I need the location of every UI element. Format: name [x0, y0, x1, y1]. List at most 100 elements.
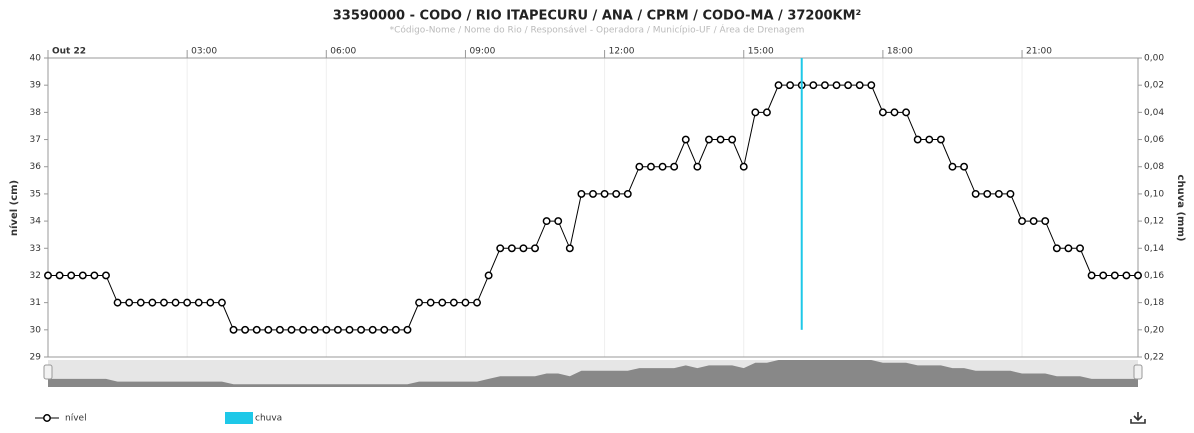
x-tick-label: 06:00: [330, 47, 356, 57]
marker: [391, 325, 400, 334]
legend-label: nível: [65, 414, 87, 424]
marker: [844, 81, 853, 90]
y2-axis-label: chuva (mm): [1175, 175, 1186, 242]
marker: [647, 162, 655, 171]
marker: [855, 81, 864, 90]
y2-tick-label: 0,16: [1144, 271, 1164, 281]
marker: [670, 162, 679, 171]
marker: [925, 135, 934, 144]
marker: [867, 81, 876, 90]
y-tick-label: 35: [30, 189, 41, 199]
marker: [90, 271, 99, 280]
marker: [44, 271, 52, 280]
marker: [206, 298, 215, 307]
y-tick-label: 31: [30, 298, 41, 308]
marker: [589, 189, 597, 198]
y-tick-label: 30: [30, 325, 42, 335]
marker: [1064, 244, 1073, 253]
marker: [565, 244, 574, 253]
marker: [438, 298, 447, 307]
y-tick-label: 29: [30, 353, 42, 363]
x-tick-label: 21:00: [1026, 47, 1052, 57]
marker: [113, 298, 122, 307]
marker: [971, 189, 980, 198]
marker: [1134, 271, 1142, 280]
marker: [241, 325, 250, 334]
marker: [913, 135, 922, 144]
marker: [357, 325, 366, 334]
y2-tick-label: 0,00: [1144, 54, 1164, 64]
plot-frame: [47, 57, 1139, 358]
marker: [264, 325, 273, 334]
marker: [1029, 217, 1038, 226]
x-tick-label: 15:00: [748, 47, 774, 57]
marker: [658, 162, 667, 171]
marker: [252, 325, 261, 334]
marker: [890, 108, 899, 117]
marker: [623, 189, 632, 198]
marker: [994, 189, 1003, 198]
marker: [983, 189, 992, 198]
marker: [229, 325, 238, 334]
chart-subtitle: *Código-Nome / Nome do Rio / Responsável…: [390, 24, 805, 36]
marker: [635, 162, 644, 171]
y-tick-label: 38: [30, 108, 42, 118]
download-glyph[interactable]: [1130, 412, 1146, 424]
y-tick-label: 37: [30, 135, 41, 145]
marker: [809, 81, 818, 90]
marker: [554, 217, 563, 226]
x-tick-label: 03:00: [191, 47, 217, 57]
x-tick-label: Out 22: [52, 47, 86, 57]
marker: [102, 271, 110, 280]
marker: [194, 298, 203, 307]
x-tick-label: 09:00: [469, 47, 495, 57]
marker: [148, 298, 157, 307]
legend-swatch: [225, 412, 253, 424]
marker: [368, 325, 377, 334]
y2-tick-label: 0,20: [1144, 325, 1164, 335]
y-tick-label: 36: [30, 162, 42, 172]
marker: [484, 271, 493, 280]
marker: [728, 135, 737, 144]
marker: [531, 244, 539, 253]
y2-tick-label: 0,08: [1144, 162, 1164, 172]
marker: [183, 298, 192, 307]
marker: [322, 325, 331, 334]
y2-tick-label: 0,14: [1144, 244, 1164, 254]
marker: [1087, 271, 1096, 280]
marker: [507, 244, 516, 253]
marker: [762, 108, 771, 117]
y2-tick-label: 0,22: [1144, 353, 1164, 363]
legend-marker: [43, 414, 51, 422]
marker: [426, 298, 435, 307]
marker: [960, 162, 969, 171]
chart-title: 33590000 - CODO / RIO ITAPECURU / ANA / …: [333, 9, 862, 24]
y2-tick-label: 0,12: [1144, 217, 1164, 227]
marker: [936, 135, 945, 144]
marker: [693, 162, 702, 171]
marker: [160, 298, 168, 307]
y2-tick-label: 0,06: [1144, 135, 1164, 145]
marker: [786, 81, 795, 90]
marker: [705, 135, 713, 144]
marker: [449, 298, 458, 307]
marker: [287, 325, 296, 334]
download-icon[interactable]: [1130, 412, 1146, 424]
bar: [800, 58, 803, 330]
marker: [380, 325, 389, 334]
marker: [171, 298, 180, 307]
marker: [345, 325, 354, 334]
marker: [948, 162, 957, 171]
marker: [600, 189, 609, 198]
marker: [681, 135, 690, 144]
y2-tick-label: 0,04: [1144, 108, 1164, 118]
marker: [1052, 244, 1061, 253]
marker: [136, 298, 145, 307]
marker: [1122, 271, 1131, 280]
y-tick-label: 33: [30, 244, 41, 254]
marker: [55, 271, 64, 280]
marker: [217, 298, 226, 307]
y-axis-label: nível (cm): [8, 180, 20, 236]
marker: [78, 271, 87, 280]
